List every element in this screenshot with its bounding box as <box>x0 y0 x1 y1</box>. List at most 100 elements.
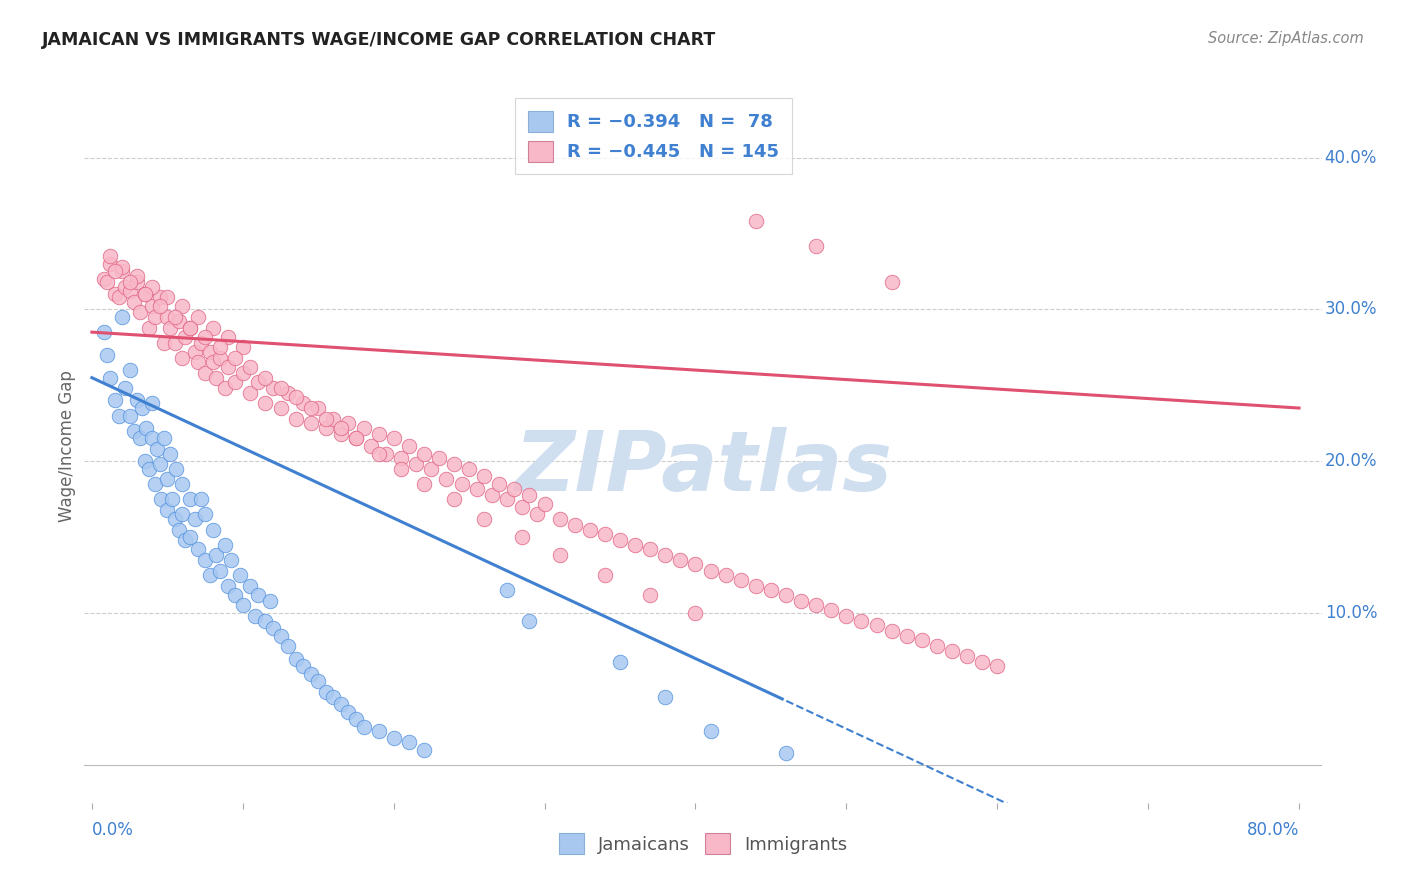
Point <box>169 314 191 328</box>
Point <box>398 439 420 453</box>
Point <box>159 320 181 334</box>
Point <box>322 411 344 425</box>
Point <box>865 618 887 632</box>
Point <box>160 492 183 507</box>
Point <box>96 275 118 289</box>
Point <box>224 351 246 365</box>
Point <box>201 523 224 537</box>
Point <box>624 538 647 552</box>
Point <box>111 264 134 278</box>
Point <box>730 573 752 587</box>
Point <box>896 629 918 643</box>
Text: JAMAICAN VS IMMIGRANTS WAGE/INCOME GAP CORRELATION CHART: JAMAICAN VS IMMIGRANTS WAGE/INCOME GAP C… <box>42 31 717 49</box>
Point <box>307 674 329 689</box>
Y-axis label: Wage/Income Gap: Wage/Income Gap <box>58 370 76 522</box>
Point <box>118 363 141 377</box>
Point <box>163 310 186 324</box>
Point <box>138 320 160 334</box>
Point <box>804 238 827 252</box>
Point <box>510 500 533 514</box>
Point <box>956 648 979 663</box>
Point <box>204 549 226 563</box>
Point <box>131 401 153 415</box>
Point <box>564 518 586 533</box>
Point <box>472 512 495 526</box>
Point <box>179 492 201 507</box>
Point <box>941 644 963 658</box>
Point <box>111 310 134 324</box>
Point <box>262 621 284 635</box>
Text: Source: ZipAtlas.com: Source: ZipAtlas.com <box>1208 31 1364 46</box>
Text: 80.0%: 80.0% <box>1247 821 1299 839</box>
Point <box>229 568 252 582</box>
Point <box>519 487 541 501</box>
Point <box>179 530 201 544</box>
Point <box>654 549 676 563</box>
Point <box>201 355 224 369</box>
Point <box>217 359 239 374</box>
Point <box>685 606 707 620</box>
Point <box>389 451 412 466</box>
Point <box>96 348 118 362</box>
Point <box>299 401 322 415</box>
Point <box>141 279 163 293</box>
Point <box>277 385 299 400</box>
Point <box>174 533 197 548</box>
Point <box>412 477 434 491</box>
Point <box>510 530 533 544</box>
Point <box>217 329 239 343</box>
Point <box>186 310 208 324</box>
Point <box>745 579 768 593</box>
Point <box>201 320 224 334</box>
Point <box>146 442 169 456</box>
Point <box>851 614 873 628</box>
Point <box>156 290 179 304</box>
Point <box>495 583 517 598</box>
Point <box>880 275 903 289</box>
Point <box>270 401 292 415</box>
Point <box>141 431 163 445</box>
Point <box>412 447 434 461</box>
Point <box>745 214 768 228</box>
Point <box>127 393 149 408</box>
Point <box>108 290 131 304</box>
Point <box>593 527 616 541</box>
Point <box>292 396 315 410</box>
Point <box>141 396 163 410</box>
Point <box>925 640 948 654</box>
Point <box>495 492 517 507</box>
Point <box>254 370 277 384</box>
Point <box>284 411 307 425</box>
Point <box>526 508 548 522</box>
Point <box>118 409 141 423</box>
Point <box>179 320 201 334</box>
Point <box>232 340 254 354</box>
Point <box>232 599 254 613</box>
Point <box>367 724 389 739</box>
Point <box>292 659 315 673</box>
Point <box>194 366 217 380</box>
Point <box>190 492 212 507</box>
Point <box>172 351 194 365</box>
Point <box>367 447 389 461</box>
Point <box>548 549 571 563</box>
Point <box>174 329 197 343</box>
Point <box>169 523 191 537</box>
Point <box>465 482 488 496</box>
Point <box>254 396 277 410</box>
Point <box>138 462 160 476</box>
Point <box>108 409 131 423</box>
Point <box>153 335 176 350</box>
Point <box>270 381 292 395</box>
Point <box>270 629 292 643</box>
Point <box>427 451 450 466</box>
Point <box>503 482 526 496</box>
Point <box>443 457 465 471</box>
Point <box>262 381 284 395</box>
Point <box>143 477 166 491</box>
Point <box>186 355 208 369</box>
Point <box>239 385 262 400</box>
Point <box>420 462 443 476</box>
Point <box>972 655 994 669</box>
Point <box>118 284 141 298</box>
